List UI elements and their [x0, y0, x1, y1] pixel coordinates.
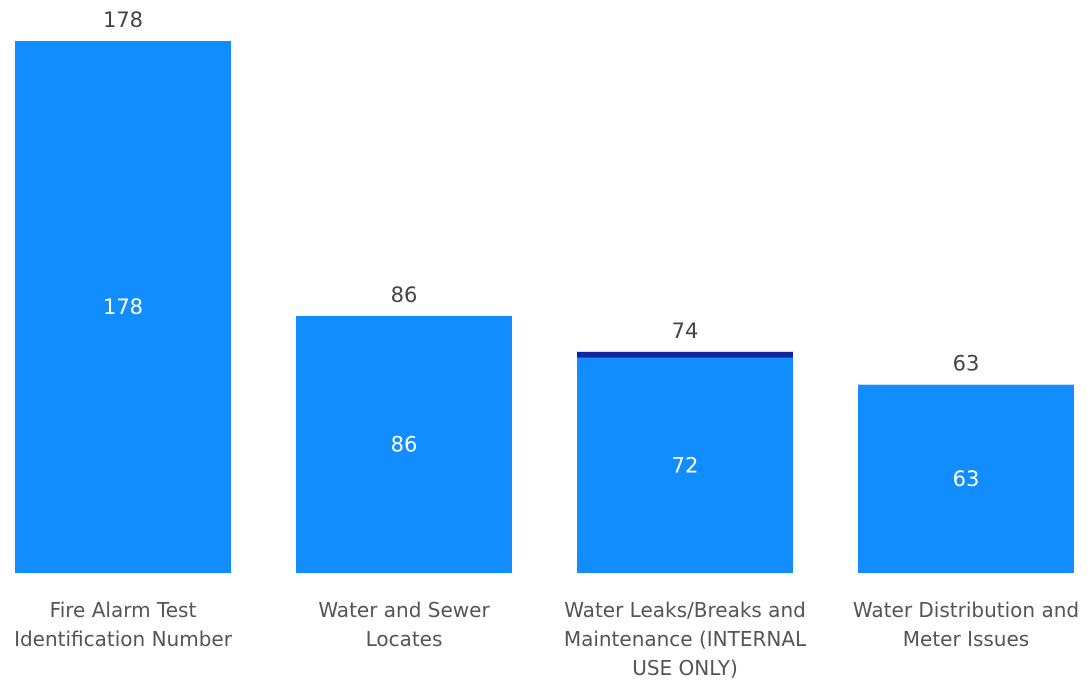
segment-data-label: 63 [953, 467, 980, 491]
bar-segment-1-2[interactable] [296, 315, 512, 573]
segment-data-label: 86 [391, 432, 418, 456]
category-tick-label-line: Locates [366, 627, 443, 651]
total-data-label: 86 [391, 283, 418, 307]
category-tick-label-line: Maintenance (INTERNAL [564, 627, 807, 651]
bar-segment-1-3[interactable] [577, 357, 793, 573]
category-tick-label-line: Identification Number [14, 627, 233, 651]
category-tick-label-line: Water Leaks/Breaks and [564, 598, 806, 622]
category-tick-label-line: Fire Alarm Test [50, 598, 197, 622]
segment-data-label: 178 [103, 295, 143, 319]
category-tick-label: Water Distribution and Meter Issues [853, 598, 1079, 651]
bar-segment-1-1[interactable] [15, 41, 231, 573]
total-data-label: 74 [672, 319, 699, 343]
total-data-label: 178 [103, 8, 143, 32]
category-tick-label: Fire Alarm Test Identification Number [14, 598, 233, 651]
bar-segment-1-4[interactable] [858, 384, 1074, 573]
category-tick-label-line: Water Distribution and [853, 598, 1079, 622]
labels-layer: 178 178 86 86 72 74 63 63 [103, 8, 979, 491]
bar-segment-2-3[interactable] [577, 351, 793, 358]
segment-data-label: 72 [672, 453, 699, 477]
category-tick-label: Water and Sewer Locates [318, 598, 490, 651]
category-tick-label-line: USE ONLY) [632, 656, 738, 680]
bars-layer [15, 41, 1074, 573]
category-tick-label-line: Water and Sewer [318, 598, 490, 622]
category-tick-label-line: Meter Issues [903, 627, 1029, 651]
category-tick-label: Water Leaks/Breaks and Maintenance (INTER… [564, 598, 807, 680]
total-data-label: 63 [953, 352, 980, 376]
category-axis: Fire Alarm Test Identification Number Wate… [14, 598, 1079, 680]
